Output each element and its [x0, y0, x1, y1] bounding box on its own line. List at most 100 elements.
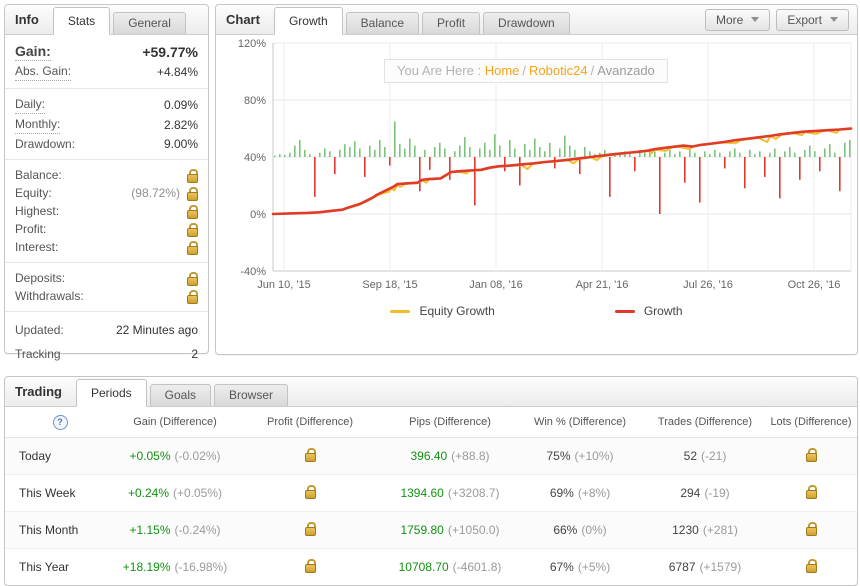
tab-balance[interactable]: Balance: [345, 12, 420, 34]
export-button[interactable]: Export: [776, 8, 849, 31]
updated-label: Updated:: [15, 323, 64, 337]
divider: [5, 311, 208, 312]
equity-label: Equity:: [15, 186, 52, 200]
divider: [5, 88, 208, 89]
drawdown-row: Drawdown: 9.00%: [5, 135, 208, 153]
highest-row: Highest:: [5, 202, 208, 220]
legend-label-equity-growth: Equity Growth: [419, 304, 495, 318]
drawdown-value: 9.00%: [163, 137, 198, 151]
lock-icon: [304, 448, 316, 462]
chart-tabbar: Growth Balance Profit Drawdown: [273, 5, 570, 35]
profit-row: Profit:: [5, 220, 208, 238]
divider: [5, 262, 208, 263]
breadcrumb-separator: /: [590, 63, 595, 78]
help-icon[interactable]: ?: [52, 414, 68, 430]
interest-label: Interest:: [15, 240, 59, 254]
gain-diff: (-16.98%): [174, 560, 228, 574]
win-value: 67%: [549, 560, 574, 574]
abs-gain-value: +4.84%: [156, 65, 198, 79]
growth-chart-area: 120% 80% 40% 0% -40% Jun 10, '15 Sep 18, '15 Ja…: [216, 35, 857, 354]
svg-text:Jul 26, '16: Jul 26, '16: [683, 279, 733, 291]
tab-goals[interactable]: Goals: [149, 384, 211, 406]
svg-text:40%: 40%: [244, 152, 266, 164]
info-panel-title: Info: [15, 12, 39, 27]
withdrawals-row: Withdrawals:: [5, 287, 208, 305]
pips-value: 1394.60: [400, 486, 444, 500]
win-value: 66%: [553, 523, 578, 537]
info-panel-body: Gain: +59.77% Abs. Gain: +4.84% Daily: 0…: [5, 35, 208, 363]
tab-periods[interactable]: Periods: [75, 379, 147, 407]
trades-cell: 1230 (+281): [645, 523, 765, 537]
withdrawals-label: Withdrawals:: [15, 289, 84, 303]
more-button[interactable]: More: [704, 8, 771, 31]
lock-icon: [805, 522, 817, 536]
equity-growth-swatch: [390, 309, 411, 313]
pips-value: 1759.80: [400, 523, 444, 537]
table-row-this-month: This Month +1.15% (-0.24%) 1759.80 (+1050.…: [5, 512, 857, 549]
gain-label: Gain:: [15, 43, 51, 61]
pips-cell: 10708.70 (-4601.8): [385, 560, 515, 574]
win-diff: (+10%): [574, 449, 614, 463]
pips-value: 10708.70: [398, 560, 449, 574]
legend-item-growth[interactable]: Growth: [614, 304, 683, 318]
breadcrumb-link-home[interactable]: Home: [484, 63, 520, 78]
tab-general[interactable]: General: [113, 12, 186, 34]
lock-icon: [187, 240, 198, 255]
chart-panel: Chart Growth Balance Profit Drawdown Mor…: [215, 4, 858, 355]
profit-cell: [235, 448, 385, 464]
chart-legend: Equity Growth Growth: [216, 304, 857, 318]
trades-diff: (+1579): [699, 560, 742, 574]
trading-panel-header: Trading Periods Goals Browser: [5, 377, 857, 407]
pips-diff: (-4601.8): [452, 560, 502, 574]
daily-row: Daily: 0.09%: [5, 95, 208, 115]
tab-growth[interactable]: Growth: [273, 7, 343, 35]
chart-header-buttons: More Export: [704, 8, 857, 31]
lock-icon: [805, 559, 817, 573]
win-cell: 67% (+5%): [515, 560, 645, 574]
win-value: 75%: [546, 449, 571, 463]
svg-text:Apr 21, '16: Apr 21, '16: [576, 279, 629, 291]
breadcrumb-separator: /: [522, 63, 527, 78]
abs-gain-label: Abs. Gain:: [15, 63, 72, 81]
breadcrumb-prefix: You Are Here :: [397, 63, 482, 78]
tab-drawdown[interactable]: Drawdown: [483, 12, 570, 34]
legend-item-equity-growth[interactable]: Equity Growth: [390, 304, 495, 318]
win-diff: (+8%): [577, 486, 611, 500]
breadcrumb: You Are Here : Home / Robotic24/Avanzado: [384, 59, 668, 83]
daily-value: 0.09%: [163, 98, 198, 112]
gain-value: +0.24%: [127, 486, 169, 500]
updated-row: Updated: 22 Minutes ago: [5, 318, 208, 339]
trades-diff: (-19): [704, 486, 730, 500]
trades-diff: (-21): [701, 449, 727, 463]
tab-profit[interactable]: Profit: [422, 12, 481, 34]
tab-browser[interactable]: Browser: [214, 384, 289, 406]
lock-icon: [805, 448, 817, 462]
profit-cell: [235, 522, 385, 538]
chevron-down-icon: [751, 17, 760, 22]
tracking-row: Tracking 2: [5, 339, 208, 363]
balance-label: Balance:: [15, 168, 62, 182]
growth-swatch: [614, 309, 635, 313]
tab-stats[interactable]: Stats: [52, 7, 111, 35]
svg-text:0%: 0%: [250, 209, 266, 221]
column-header-gain: Gain (Difference): [133, 416, 217, 428]
column-header-profit: Profit (Difference): [267, 416, 353, 428]
monthly-value: 2.82%: [163, 118, 198, 132]
trades-cell: 294 (-19): [645, 486, 765, 500]
gain-cell: +1.15% (-0.24%): [115, 523, 235, 537]
lots-cell: [765, 485, 857, 501]
trading-panel: Trading Periods Goals Browser ? Gain (Di…: [4, 376, 858, 586]
lock-icon: [187, 289, 198, 304]
svg-text:-40%: -40%: [240, 266, 266, 278]
export-button-label: Export: [787, 12, 822, 27]
breadcrumb-link-robotic24[interactable]: Robotic24: [529, 63, 588, 78]
drawdown-label: Drawdown:: [15, 137, 76, 151]
period-label: This Month: [19, 523, 79, 537]
period-label: This Year: [19, 560, 70, 574]
profit-label: Profit:: [15, 222, 47, 236]
interest-row: Interest:: [5, 238, 208, 256]
pips-cell: 1394.60 (+3208.7): [385, 486, 515, 500]
trades-value: 1230: [672, 523, 699, 537]
table-row-this-week: This Week +0.24% (+0.05%) 1394.60 (+3208.7…: [5, 475, 857, 512]
trades-value: 6787: [668, 560, 696, 574]
